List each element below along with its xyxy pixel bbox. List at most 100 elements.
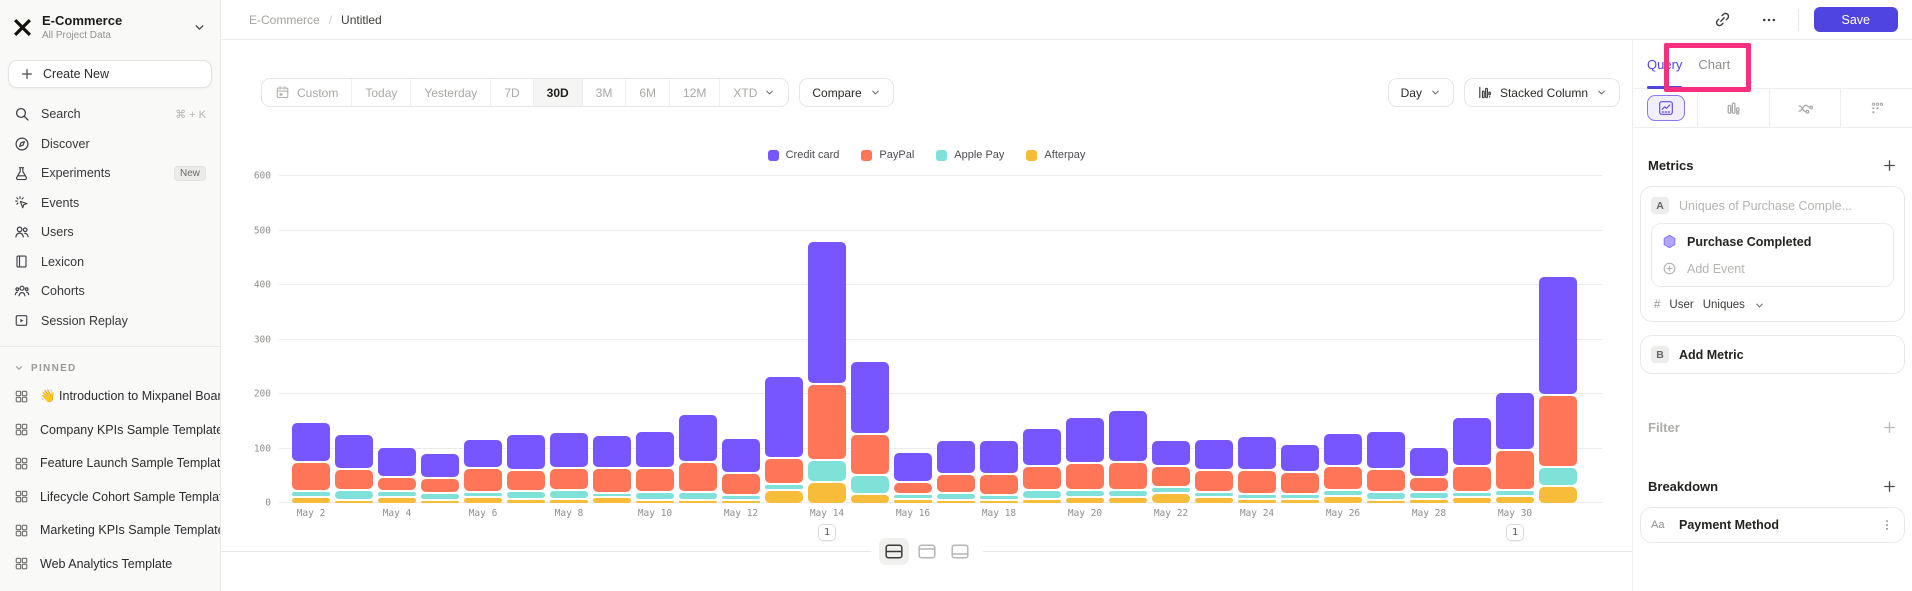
report-type-insights[interactable] [1647, 95, 1685, 121]
add-breakdown-plus-icon[interactable] [1882, 479, 1897, 494]
bar-column[interactable] [550, 431, 588, 503]
add-event-row[interactable]: Add Event [1662, 261, 1883, 276]
report-type-flows[interactable] [1768, 89, 1841, 127]
granularity-dropdown[interactable]: Day [1387, 78, 1454, 107]
layout-top-button[interactable] [912, 538, 942, 565]
layout-bottom-button[interactable] [945, 538, 975, 565]
bar-segment [1539, 487, 1577, 503]
date-range-3m[interactable]: 3M [581, 79, 626, 106]
bar-column[interactable] [851, 360, 889, 503]
bar-column[interactable] [421, 452, 459, 503]
date-range-yesterday[interactable]: Yesterday [410, 79, 490, 106]
bar-column[interactable] [808, 240, 846, 503]
pinned-board-item[interactable]: 👋 Introduction to Mixpanel Board [0, 380, 220, 414]
pinned-board-item[interactable]: Web Analytics Template [0, 547, 220, 581]
bar-column[interactable] [507, 433, 545, 503]
bar-column[interactable] [1023, 427, 1061, 503]
sidebar-item-discover[interactable]: Discover [0, 129, 220, 159]
breakdown-card[interactable]: Aa Payment Method [1640, 507, 1905, 543]
bar-column[interactable] [1238, 435, 1276, 503]
sidebar-item-users[interactable]: Users [0, 218, 220, 248]
metric-a-title-row[interactable]: A Uniques of Purchase Comple... [1651, 197, 1894, 214]
bar-column[interactable] [636, 430, 674, 503]
metrics-section-header: Metrics [1648, 158, 1897, 173]
sidebar-item-experiments[interactable]: Experiments New [0, 159, 220, 189]
chart-type-dropdown[interactable]: Stacked Column [1463, 78, 1620, 107]
bar-column[interactable] [1109, 409, 1147, 503]
bar-column[interactable] [1324, 432, 1362, 503]
bar-segment [550, 491, 588, 498]
bar-column[interactable] [1195, 438, 1233, 503]
more-options-button[interactable] [1755, 6, 1783, 34]
create-new-button[interactable]: Create New [8, 59, 212, 88]
add-filter-plus-icon[interactable] [1882, 420, 1897, 435]
bar-column[interactable] [765, 375, 803, 503]
date-range-30d[interactable]: 30D [532, 79, 582, 106]
annotation-badge[interactable]: 1 [817, 524, 837, 541]
bar-column[interactable] [1496, 391, 1534, 503]
pinned-board-item[interactable]: Lifecycle Cohort Sample Template [0, 480, 220, 514]
sidebar-item-search[interactable]: Search ⌘ + K [0, 100, 220, 130]
bar-column[interactable] [1367, 430, 1405, 503]
date-range-6m[interactable]: 6M [625, 79, 669, 106]
compare-button[interactable]: Compare [799, 78, 894, 107]
metric-a-name-placeholder[interactable]: Uniques of Purchase Comple... [1679, 198, 1853, 213]
pinned-board-item[interactable]: Marketing KPIs Sample Template [0, 514, 220, 548]
kebab-menu-icon[interactable] [1880, 518, 1894, 532]
report-type-funnels[interactable] [1698, 89, 1769, 127]
annotation-slot [679, 524, 717, 541]
sidebar-item-events[interactable]: Events [0, 188, 220, 218]
legend-item[interactable]: PayPal [861, 149, 914, 161]
bar-column[interactable] [292, 421, 330, 503]
legend-item[interactable]: Apple Pay [936, 149, 1004, 161]
bar-column[interactable] [378, 446, 416, 503]
bar-column[interactable] [1410, 446, 1448, 503]
project-titles: E-Commerce All Project Data [42, 13, 122, 42]
bar-column[interactable] [1281, 443, 1319, 503]
bar-column[interactable] [937, 439, 975, 503]
bar-segment [851, 495, 889, 503]
bar-column[interactable] [1453, 416, 1491, 503]
bar-column[interactable] [1539, 275, 1577, 503]
report-type-retention[interactable] [1840, 89, 1912, 127]
bar-column[interactable] [1066, 416, 1104, 503]
bar-column[interactable] [722, 437, 760, 503]
date-range-12m[interactable]: 12M [669, 79, 719, 106]
copy-link-button[interactable] [1709, 6, 1737, 34]
sidebar-item-lexicon[interactable]: Lexicon [0, 247, 220, 277]
bar-column[interactable] [1152, 439, 1190, 503]
bar-column[interactable] [593, 434, 631, 503]
pinned-board-item[interactable]: Feature Launch Sample Template [0, 447, 220, 481]
legend-item[interactable]: Credit card [767, 149, 839, 161]
bar-column[interactable] [679, 413, 717, 503]
layout-split-button[interactable] [878, 538, 909, 565]
report-type-group [1697, 89, 1912, 127]
bar-segment [1410, 493, 1448, 498]
sidebar-item-session-replay[interactable]: Session Replay [0, 306, 220, 336]
bar-column[interactable] [894, 451, 932, 503]
event-row[interactable]: Purchase Completed [1662, 234, 1883, 249]
metric-card-b[interactable]: B Add Metric [1640, 335, 1905, 374]
date-range-custom[interactable]: Custom [262, 79, 351, 106]
bar-segment [1152, 440, 1190, 465]
bar-column[interactable] [980, 439, 1018, 503]
add-metric-plus-icon[interactable] [1882, 158, 1897, 173]
date-range-today[interactable]: Today [351, 79, 410, 106]
pinned-section-toggle[interactable]: PINNED [0, 355, 220, 380]
breadcrumb-page-title[interactable]: Untitled [341, 12, 382, 27]
tab-query[interactable]: Query [1647, 57, 1683, 89]
date-range-xtd[interactable]: XTD [719, 79, 788, 106]
annotation-slot [378, 524, 416, 541]
aggregation-selector[interactable]: # User Uniques [1651, 299, 1894, 311]
tab-chart[interactable]: Chart [1698, 57, 1731, 72]
breadcrumb-project[interactable]: E-Commerce [249, 12, 320, 27]
project-switcher[interactable]: E-Commerce All Project Data [0, 0, 220, 50]
legend-item[interactable]: Afterpay [1026, 149, 1085, 161]
date-range-7d[interactable]: 7D [490, 79, 532, 106]
save-button[interactable]: Save [1813, 7, 1898, 32]
bar-column[interactable] [335, 433, 373, 503]
bar-column[interactable] [464, 438, 502, 503]
pinned-board-item[interactable]: Company KPIs Sample Template [0, 413, 220, 447]
sidebar-item-cohorts[interactable]: Cohorts [0, 277, 220, 307]
annotation-badge[interactable]: 1 [1505, 524, 1525, 541]
